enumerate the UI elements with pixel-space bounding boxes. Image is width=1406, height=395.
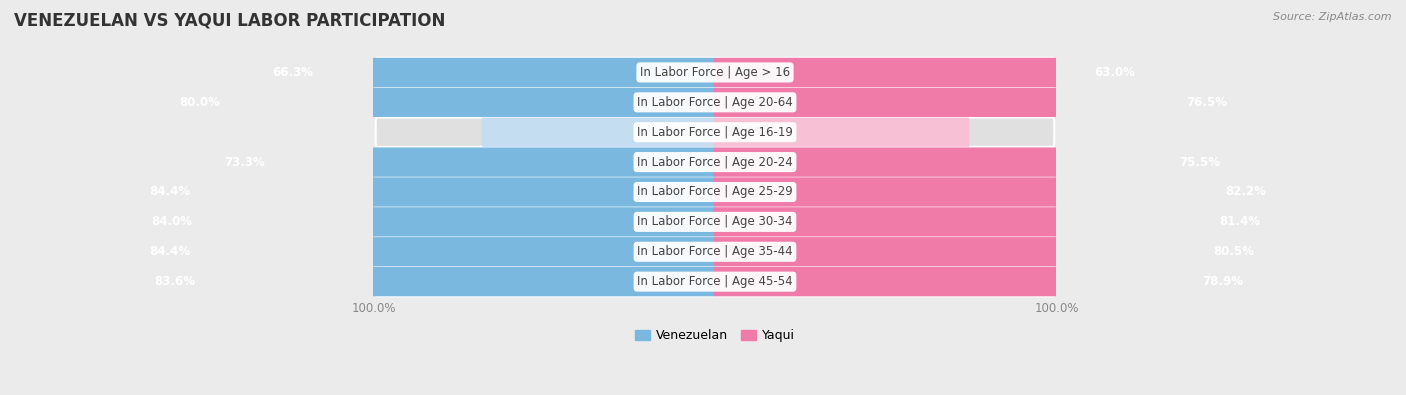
FancyBboxPatch shape [375,147,1054,177]
Text: 81.4%: 81.4% [1219,215,1261,228]
Text: 84.4%: 84.4% [149,186,190,199]
FancyBboxPatch shape [143,267,716,296]
FancyBboxPatch shape [481,118,716,147]
FancyBboxPatch shape [375,118,1054,147]
Text: 80.0%: 80.0% [179,96,219,109]
FancyBboxPatch shape [375,58,1054,87]
FancyBboxPatch shape [375,267,1054,296]
FancyBboxPatch shape [141,207,716,237]
FancyBboxPatch shape [167,88,716,117]
Text: In Labor Force | Age 20-64: In Labor Force | Age 20-64 [637,96,793,109]
Text: 80.5%: 80.5% [1213,245,1254,258]
Text: In Labor Force | Age 16-19: In Labor Force | Age 16-19 [637,126,793,139]
Text: 73.3%: 73.3% [225,156,266,169]
FancyBboxPatch shape [714,58,1146,87]
Text: 82.2%: 82.2% [1225,186,1267,199]
Text: 83.6%: 83.6% [155,275,195,288]
FancyBboxPatch shape [714,207,1272,237]
Text: In Labor Force | Age 45-54: In Labor Force | Age 45-54 [637,275,793,288]
FancyBboxPatch shape [138,177,716,207]
Text: In Labor Force | Age 25-29: In Labor Force | Age 25-29 [637,186,793,199]
FancyBboxPatch shape [714,267,1256,296]
Text: In Labor Force | Age 35-44: In Labor Force | Age 35-44 [637,245,793,258]
Text: 34.0%: 34.0% [664,126,704,139]
FancyBboxPatch shape [138,237,716,266]
FancyBboxPatch shape [262,58,716,87]
Text: 66.3%: 66.3% [273,66,314,79]
FancyBboxPatch shape [714,237,1265,266]
Text: 37.1%: 37.1% [725,126,766,139]
FancyBboxPatch shape [714,147,1232,177]
Text: 84.0%: 84.0% [152,215,193,228]
Text: 63.0%: 63.0% [1094,66,1135,79]
Text: 76.5%: 76.5% [1187,96,1227,109]
FancyBboxPatch shape [714,118,970,147]
FancyBboxPatch shape [375,88,1054,117]
FancyBboxPatch shape [714,88,1239,117]
Text: 75.5%: 75.5% [1180,156,1220,169]
FancyBboxPatch shape [375,177,1054,207]
FancyBboxPatch shape [714,177,1278,207]
Text: In Labor Force | Age 30-34: In Labor Force | Age 30-34 [637,215,793,228]
Text: 78.9%: 78.9% [1202,275,1244,288]
Text: 84.4%: 84.4% [149,245,190,258]
Text: VENEZUELAN VS YAQUI LABOR PARTICIPATION: VENEZUELAN VS YAQUI LABOR PARTICIPATION [14,12,446,30]
Text: In Labor Force | Age 20-24: In Labor Force | Age 20-24 [637,156,793,169]
FancyBboxPatch shape [375,207,1054,237]
FancyBboxPatch shape [375,237,1054,266]
Text: In Labor Force | Age > 16: In Labor Force | Age > 16 [640,66,790,79]
FancyBboxPatch shape [214,147,716,177]
Text: Source: ZipAtlas.com: Source: ZipAtlas.com [1274,12,1392,22]
Legend: Venezuelan, Yaqui: Venezuelan, Yaqui [630,324,800,347]
